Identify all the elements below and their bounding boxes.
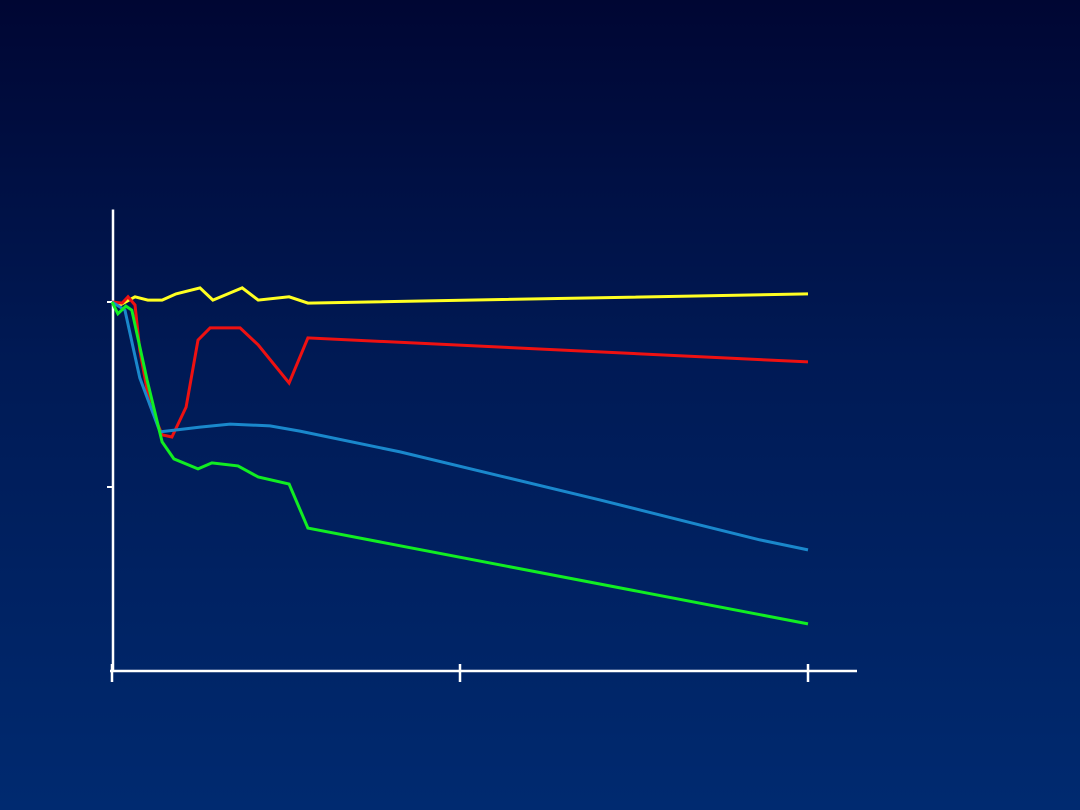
series-line	[111, 286, 809, 307]
series-line	[111, 300, 809, 552]
series-line	[110, 301, 809, 626]
series-line	[111, 294, 809, 439]
